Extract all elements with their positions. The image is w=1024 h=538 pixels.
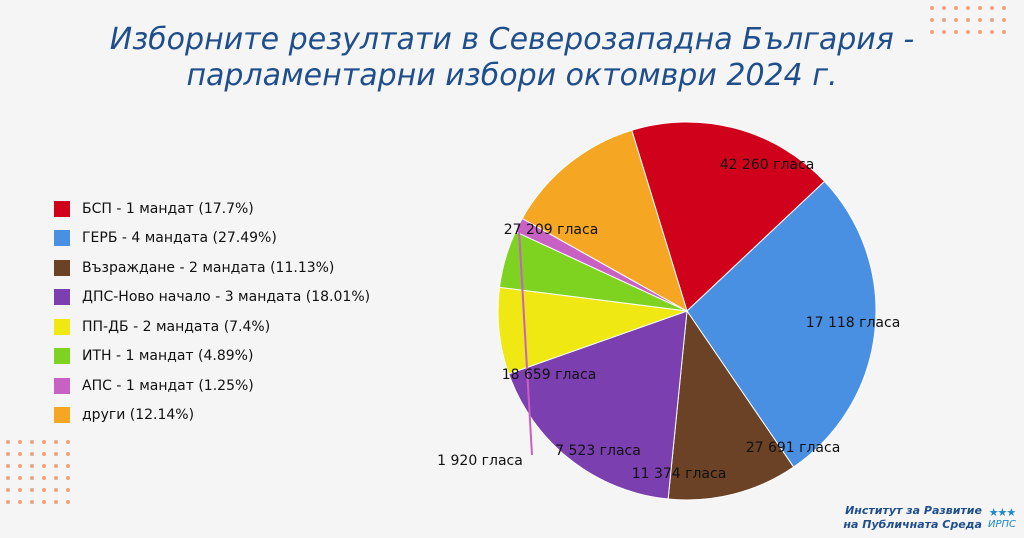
pie-slice: [521, 129, 688, 313]
legend: БСП - 1 мандат (17.7%) ГЕРБ - 4 мандата …: [54, 194, 370, 430]
logo-abbr: ИРПС: [987, 519, 1016, 530]
legend-item: ИТН - 1 мандат (4.89%): [54, 342, 370, 372]
logo-mark: ★★★ ИРПС: [988, 506, 1016, 530]
slice-label: 27 691 гласа: [746, 440, 841, 456]
legend-swatch: [54, 259, 70, 276]
legend-swatch: [54, 200, 70, 217]
legend-item: Възраждане - 2 мандата (11.13%): [54, 253, 370, 283]
slice-label: 17 118 гласа: [806, 315, 901, 331]
slice-label: 42 260 гласа: [720, 157, 815, 173]
chart-title-line1: Изборните резултати в Северозападна Бълг…: [109, 22, 915, 57]
legend-label: АПС - 1 мандат (1.25%): [82, 377, 254, 394]
stars-icon: ★★★: [988, 506, 1017, 519]
slice-label: 11 374 гласа: [632, 466, 727, 482]
legend-swatch: [54, 407, 70, 424]
pie-slice: [508, 310, 688, 500]
pie-slice: [686, 180, 877, 468]
slice-label: 7 523 гласа: [555, 443, 641, 459]
legend-swatch: [54, 377, 70, 394]
pie-slice: [667, 309, 795, 501]
legend-item: ГЕРБ - 4 мандата (27.49%): [54, 224, 370, 254]
chart-title: Изборните резултати в Северозападна Бълг…: [0, 22, 1024, 94]
legend-item: други (12.14%): [54, 401, 370, 431]
leader-line: [517, 224, 533, 456]
legend-label: ИТН - 1 мандат (4.89%): [82, 348, 254, 365]
legend-label: ГЕРБ - 4 мандата (27.49%): [82, 230, 277, 247]
legend-item: ПП-ДБ - 2 мандата (7.4%): [54, 312, 370, 342]
legend-label: други (12.14%): [82, 407, 195, 424]
legend-swatch: [54, 348, 70, 365]
legend-label: БСП - 1 мандат (17.7%): [82, 200, 254, 217]
slice-label: 1 920 гласа: [437, 453, 523, 469]
legend-swatch: [54, 230, 70, 247]
legend-item: БСП - 1 мандат (17.7%): [54, 194, 370, 224]
logo-text: Институт за Развитие на Публичната Среда: [843, 504, 982, 532]
legend-item: АПС - 1 мандат (1.25%): [54, 371, 370, 401]
chart-title-line2: парламентарни избори октомври 2024 г.: [186, 58, 838, 93]
legend-swatch: [54, 289, 70, 306]
legend-label: ПП-ДБ - 2 мандата (7.4%): [82, 318, 271, 335]
logo-line2: на Публичната Среда: [843, 518, 982, 531]
legend-swatch: [54, 318, 70, 335]
logo-line1: Институт за Развитие: [845, 504, 982, 517]
decor-dots-top: [930, 6, 1006, 34]
logo: Институт за Развитие на Публичната Среда…: [843, 504, 1016, 532]
pie-slice: [631, 121, 826, 312]
slice-label: 27 209 гласа: [504, 222, 599, 238]
decor-dots-bottom: [6, 440, 70, 504]
legend-label: ДПС-Ново начало - 3 мандата (18.01%): [82, 289, 371, 306]
legend-label: Възраждане - 2 мандата (11.13%): [82, 259, 335, 276]
slice-label: 18 659 гласа: [502, 367, 597, 383]
legend-item: ДПС-Ново начало - 3 мандата (18.01%): [54, 283, 370, 313]
